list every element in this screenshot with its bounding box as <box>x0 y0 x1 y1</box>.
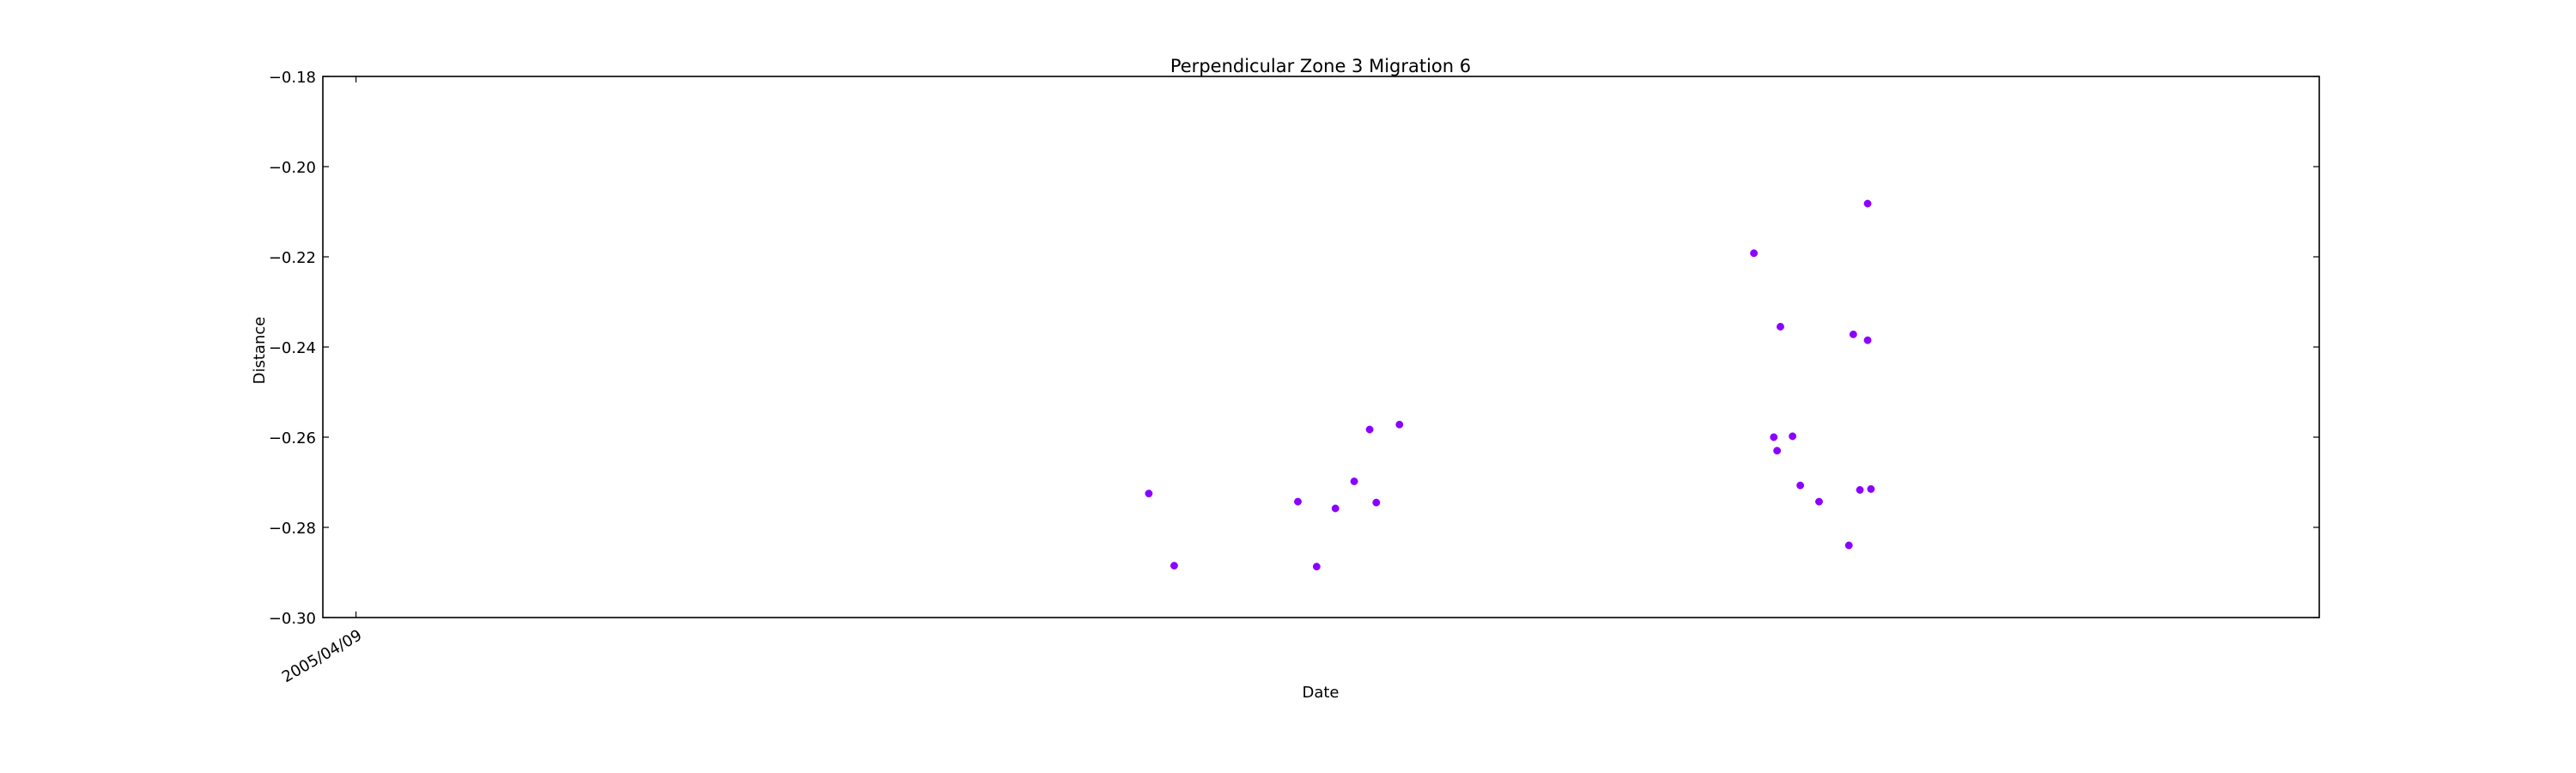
data-point <box>1815 497 1823 506</box>
data-point <box>1294 497 1302 506</box>
y-tick-label: −0.18 <box>269 69 316 87</box>
y-tick-label: −0.22 <box>269 249 316 267</box>
data-point <box>1863 336 1872 344</box>
y-tick-label: −0.28 <box>269 520 316 538</box>
data-point <box>1350 478 1358 485</box>
data-point <box>1770 433 1778 441</box>
data-point <box>1856 485 1864 494</box>
data-point <box>1365 425 1374 434</box>
y-axis-label: Distance <box>251 317 269 385</box>
data-point <box>1145 490 1153 498</box>
data-point <box>1849 330 1857 338</box>
y-tick-label: −0.30 <box>269 610 316 628</box>
y-tick-label: −0.24 <box>269 339 316 357</box>
data-point <box>1863 199 1872 208</box>
data-point <box>1777 322 1784 331</box>
data-point <box>1796 481 1805 490</box>
y-tick-label: −0.26 <box>269 429 316 447</box>
scatter-series <box>1145 199 1875 571</box>
data-point <box>1867 484 1875 493</box>
data-point <box>1312 563 1321 571</box>
data-point <box>1395 420 1404 429</box>
data-point <box>1773 447 1782 455</box>
data-point <box>1844 541 1853 550</box>
data-point <box>1750 249 1759 258</box>
y-tick-label: −0.20 <box>269 159 316 177</box>
plot-frame <box>322 76 2320 618</box>
x-axis-label: Date <box>1302 684 1339 702</box>
data-point <box>1170 562 1178 570</box>
data-point <box>1331 504 1340 513</box>
chart-title: Perpendicular Zone 3 Migration 6 <box>1170 56 1471 76</box>
data-point <box>1372 498 1381 507</box>
data-point <box>1789 432 1797 441</box>
